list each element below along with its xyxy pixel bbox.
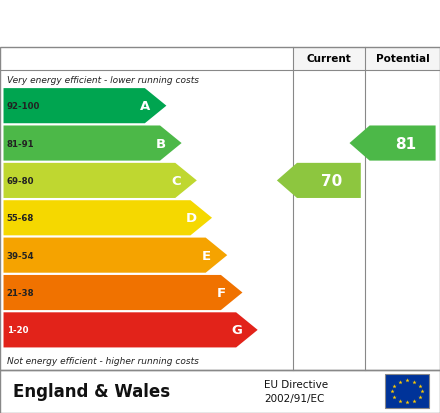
Text: 92-100: 92-100 [7,102,40,111]
Text: Very energy efficient - lower running costs: Very energy efficient - lower running co… [7,76,198,85]
Polygon shape [4,238,227,273]
Bar [293,47,365,71]
Polygon shape [4,313,258,348]
Text: 39-54: 39-54 [7,251,34,260]
Polygon shape [4,164,197,199]
Text: B: B [155,137,165,150]
Text: Not energy efficient - higher running costs: Not energy efficient - higher running co… [7,356,198,365]
Polygon shape [4,201,212,236]
Text: 81: 81 [395,136,416,151]
Text: E: E [202,249,211,262]
Polygon shape [4,126,182,161]
Text: Potential: Potential [376,54,429,64]
Text: 55-68: 55-68 [7,214,34,223]
Polygon shape [4,89,166,124]
Bar [365,47,440,71]
Text: A: A [140,100,150,113]
Text: C: C [171,174,180,188]
Text: 1-20: 1-20 [7,325,28,335]
Text: 21-38: 21-38 [7,288,34,297]
Text: G: G [231,324,242,337]
Text: England & Wales: England & Wales [13,382,170,400]
Text: EU Directive
2002/91/EC: EU Directive 2002/91/EC [264,380,328,403]
Polygon shape [4,275,242,310]
Text: 69-80: 69-80 [7,176,34,185]
Polygon shape [277,164,361,199]
Text: 70: 70 [321,173,343,188]
Text: 81-91: 81-91 [7,139,34,148]
Text: Energy Efficiency Rating: Energy Efficiency Rating [11,14,299,34]
Text: D: D [185,212,197,225]
Text: F: F [217,286,226,299]
Text: Current: Current [307,54,351,64]
Polygon shape [349,126,436,161]
